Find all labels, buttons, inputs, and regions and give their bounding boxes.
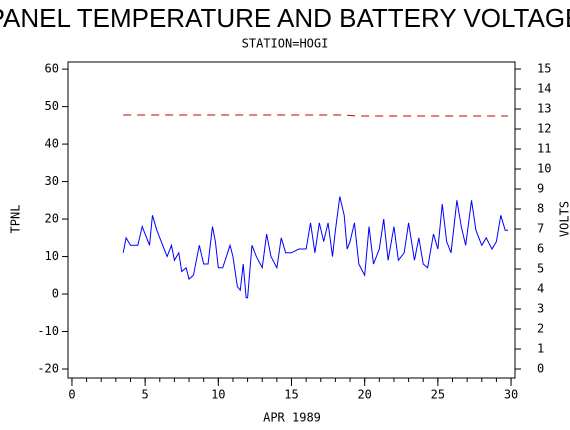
y2-tick-label: 7: [537, 222, 544, 236]
x-tick-label: 5: [142, 388, 149, 402]
y-axis-label: TPNL: [9, 205, 23, 234]
series-line: [122, 196, 509, 299]
x-tick-label: 0: [68, 388, 75, 402]
y-tick-label: 0: [52, 287, 59, 301]
y-tick-label: -10: [37, 324, 59, 338]
x-tick-label: 30: [504, 388, 518, 402]
y2-tick-label: 12: [537, 122, 551, 136]
y-tick-label: -20: [37, 362, 59, 376]
y-tick-label: 40: [45, 137, 59, 151]
y2-tick-label: 13: [537, 102, 551, 116]
y2-tick-label: 9: [537, 182, 544, 196]
y2-tick-label: 10: [537, 162, 551, 176]
y-tick-label: 50: [45, 99, 59, 113]
y2-tick-label: 6: [537, 242, 544, 256]
y2-tick-label: 11: [537, 142, 551, 156]
x-tick-label: 10: [211, 388, 225, 402]
y2-tick-label: 15: [537, 62, 551, 76]
y2-axis-label: VOLTS: [558, 201, 570, 237]
x-tick-label: 25: [431, 388, 445, 402]
y2-tick-label: 3: [537, 302, 544, 316]
plot-frame: [67, 61, 516, 379]
chart-title: PANEL TEMPERATURE AND BATTERY VOLTAGE: [0, 3, 570, 33]
y-tick-label: 30: [45, 174, 59, 188]
y2-tick-label: 8: [537, 202, 544, 216]
y-tick-label: 60: [45, 62, 59, 76]
series-line: [123, 114, 509, 117]
y-tick-label: 10: [45, 249, 59, 263]
y2-tick-label: 14: [537, 82, 551, 96]
x-tick-label: 15: [284, 388, 298, 402]
y2-tick-label: 4: [537, 282, 544, 296]
y2-tick-label: 5: [537, 262, 544, 276]
chart-subtitle: STATION=HOGI: [242, 37, 329, 51]
y2-tick-label: 2: [537, 322, 544, 336]
x-axis-label: APR 1989: [263, 411, 321, 425]
y2-tick-label: 1: [537, 342, 544, 356]
y-tick-label: 20: [45, 212, 59, 226]
x-tick-label: 20: [357, 388, 371, 402]
y2-tick-label: 0: [537, 362, 544, 376]
